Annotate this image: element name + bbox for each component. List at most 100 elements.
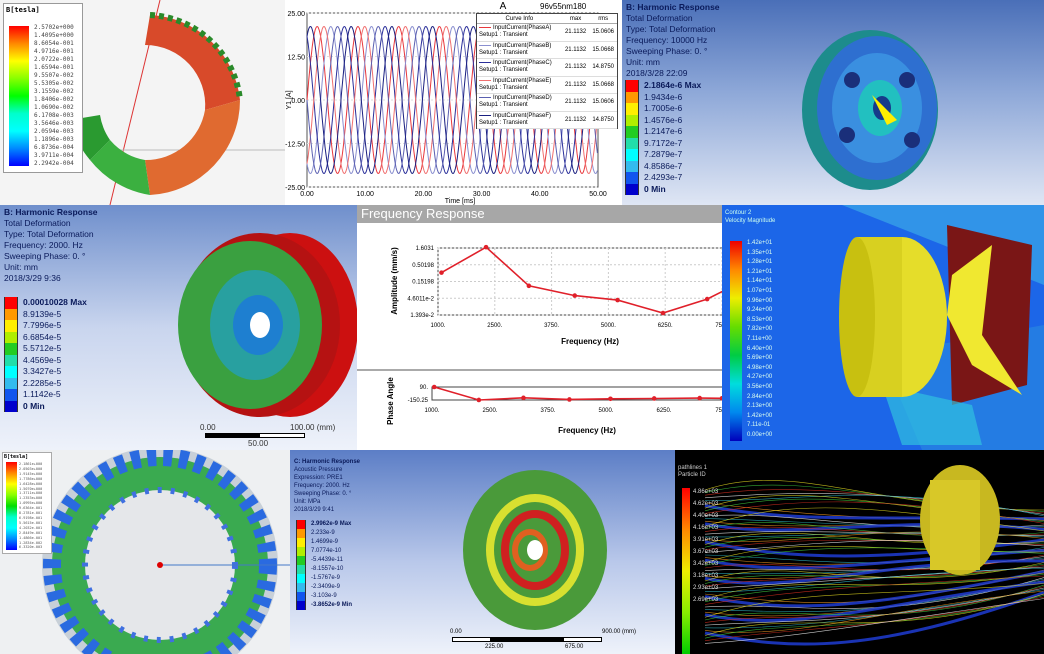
y-tick-label: 0.00	[291, 98, 305, 105]
result-info-line: Unit: mm	[626, 57, 660, 67]
result-info-line: Frequency: 10000 Hz	[626, 35, 708, 45]
scale-mid: 50.00	[248, 439, 269, 448]
legend-value: 2.2285e-5	[23, 377, 62, 388]
legend-value: 5.5615e-001	[19, 520, 43, 525]
series-line	[433, 386, 722, 401]
legend-subtitle: Velocity Magnitude	[725, 218, 776, 224]
data-point	[567, 397, 572, 402]
legend-value: 5.5305e-002	[34, 80, 74, 87]
x-tick-label: 3750.	[540, 408, 555, 414]
pathline	[704, 572, 1044, 600]
legend-value: 9.7172e-7	[644, 137, 683, 148]
legend-swatch	[296, 529, 306, 538]
header-curve-info: Curve Info	[505, 16, 534, 22]
legend-value: 4.2032e-001	[19, 525, 43, 530]
result-info-line: Type: Total Deformation	[626, 24, 716, 34]
legend-value: 2.2942e-004	[34, 160, 74, 167]
data-point	[483, 244, 489, 250]
legend-series-name: InputCurrent(PhaseF)	[493, 112, 552, 119]
legend-row: 4.4569e-5	[4, 354, 87, 366]
stator-field-panel: B[tesla] 2.1861e+000 2.0503e+000 1.9145e+0…	[0, 450, 290, 654]
pathlines-image	[704, 465, 1044, 646]
legend-swatch	[625, 91, 639, 103]
result-info-line: Total Deformation	[626, 13, 693, 23]
legend-swatch	[296, 601, 306, 610]
scale-left: 0.00	[200, 423, 216, 432]
legend-swatch	[4, 320, 18, 332]
y-tick-label: -150.25	[408, 398, 429, 404]
result-info-line: Unit: mm	[4, 262, 38, 272]
legend-value: 6.9198e-001	[19, 515, 43, 520]
legend-row: 1.4699e-9	[296, 538, 352, 547]
legend-value: 3.9711e-004	[34, 152, 74, 159]
pathline	[704, 598, 1044, 644]
legend-row: 1.4576e-6	[625, 114, 701, 126]
legend-swatch	[625, 126, 639, 138]
legend-value: 9.5507e-002	[34, 72, 74, 79]
data-point	[719, 395, 722, 401]
legend-swatch	[4, 354, 18, 366]
legend-swatch	[625, 160, 639, 172]
color-ramp	[682, 488, 690, 654]
legend-swatch	[479, 114, 491, 116]
result-header: C: Harmonic Response Acoustic Pressure Exp…	[294, 458, 360, 514]
legend-curve: InputCurrent(PhaseD) Setup1 : Transient	[477, 95, 562, 109]
legend-value: 1.1896e-003	[34, 136, 74, 143]
legend-value: 1.7786e+000	[19, 476, 43, 481]
legend-value: 2.1864e-6 Max	[644, 80, 702, 90]
legend-value: 6.1708e-003	[34, 112, 74, 119]
legend-value: 2.1861e+000	[19, 462, 43, 466]
legend-title: B[tesla]	[6, 6, 40, 14]
stator-legend: B[tesla] 2.1861e+000 2.0503e+000 1.9145e+0…	[2, 452, 52, 554]
legend-row: 2.233e-9	[296, 529, 352, 538]
legend-series-name: InputCurrent(PhaseC)	[493, 60, 552, 67]
legend-subtitle: Particle ID	[678, 472, 706, 478]
legend-swatch	[625, 103, 639, 115]
legend-value: 4.16e+03	[693, 525, 719, 531]
legend-swatch	[296, 583, 306, 592]
result-title: B: Harmonic Response	[4, 207, 98, 217]
curve-info-legend: Curve Info max rms InputCurrent(PhaseA) S…	[476, 13, 618, 129]
magnet-field-panel: B[tesla] 2.5702e+000 1.4095e+000 8.6054e-0…	[0, 0, 285, 205]
scale-bar	[452, 637, 602, 642]
legend-row: 8.9139e-5	[4, 308, 87, 320]
x-tick-label: 5000.	[601, 323, 616, 329]
legend-title: Contour 2	[725, 210, 752, 216]
legend-value: 2.4293e-7	[644, 172, 683, 182]
result-info-line: 2018/3/28 22:09	[626, 68, 688, 78]
data-point	[704, 296, 710, 302]
result-info-line: Sweeping Phase: 0. °	[294, 491, 352, 497]
legend-value: 7.82e+00	[747, 326, 773, 333]
legend-value: 2.0722e-001	[34, 56, 74, 63]
header-max: max	[569, 16, 582, 22]
y-axis-label: Phase Angle	[386, 377, 395, 425]
legend-swatch	[4, 400, 18, 412]
legend-value: 1.4095e+000	[34, 32, 74, 39]
result-legend: 0.00010028 Max 8.9139e-5 7.7996e-5 6.6854e-…	[4, 297, 87, 412]
legend-swatch	[479, 62, 491, 64]
legend-series-source: Setup1 : Transient	[479, 84, 528, 91]
legend-value: 3.91e+03	[693, 537, 719, 543]
legend-value: 1.2147e-6	[644, 126, 683, 136]
result-info-line: Expression: PRE1	[294, 475, 343, 481]
legend-value: 1.4576e-6	[644, 114, 683, 125]
result-info-line: Sweeping Phase: 0. °	[626, 46, 708, 56]
legend-row: -2.3409e-9	[296, 583, 352, 592]
result-info-line: Type: Total Deformation	[4, 229, 94, 239]
pathline	[704, 583, 1044, 618]
legend-value: 3.3427e-5	[23, 366, 62, 376]
pathline	[704, 568, 1044, 592]
acoustic-pressure-panel: C: Harmonic Response Acoustic Pressure Exp…	[290, 450, 675, 654]
legend-value: 7.11e+00	[747, 335, 772, 342]
y-tick-label: 0.15198	[412, 280, 434, 286]
legend-value: 3.1559e-002	[34, 88, 74, 95]
legend-value: 1.3711e+000	[19, 491, 43, 496]
y-axis-label: Y1 [A]	[286, 90, 293, 109]
legend-row: 1.7005e-6	[625, 103, 701, 115]
x-tick-label: 50.00	[589, 191, 607, 198]
result-info-line: Acoustic Pressure	[294, 467, 343, 473]
result-info-line: Total Deformation	[4, 218, 71, 228]
legend-value: 6.6854e-5	[23, 331, 62, 342]
legend-series-source: Setup1 : Transient	[479, 49, 528, 56]
legend-value: 2.233e-9	[311, 530, 335, 536]
